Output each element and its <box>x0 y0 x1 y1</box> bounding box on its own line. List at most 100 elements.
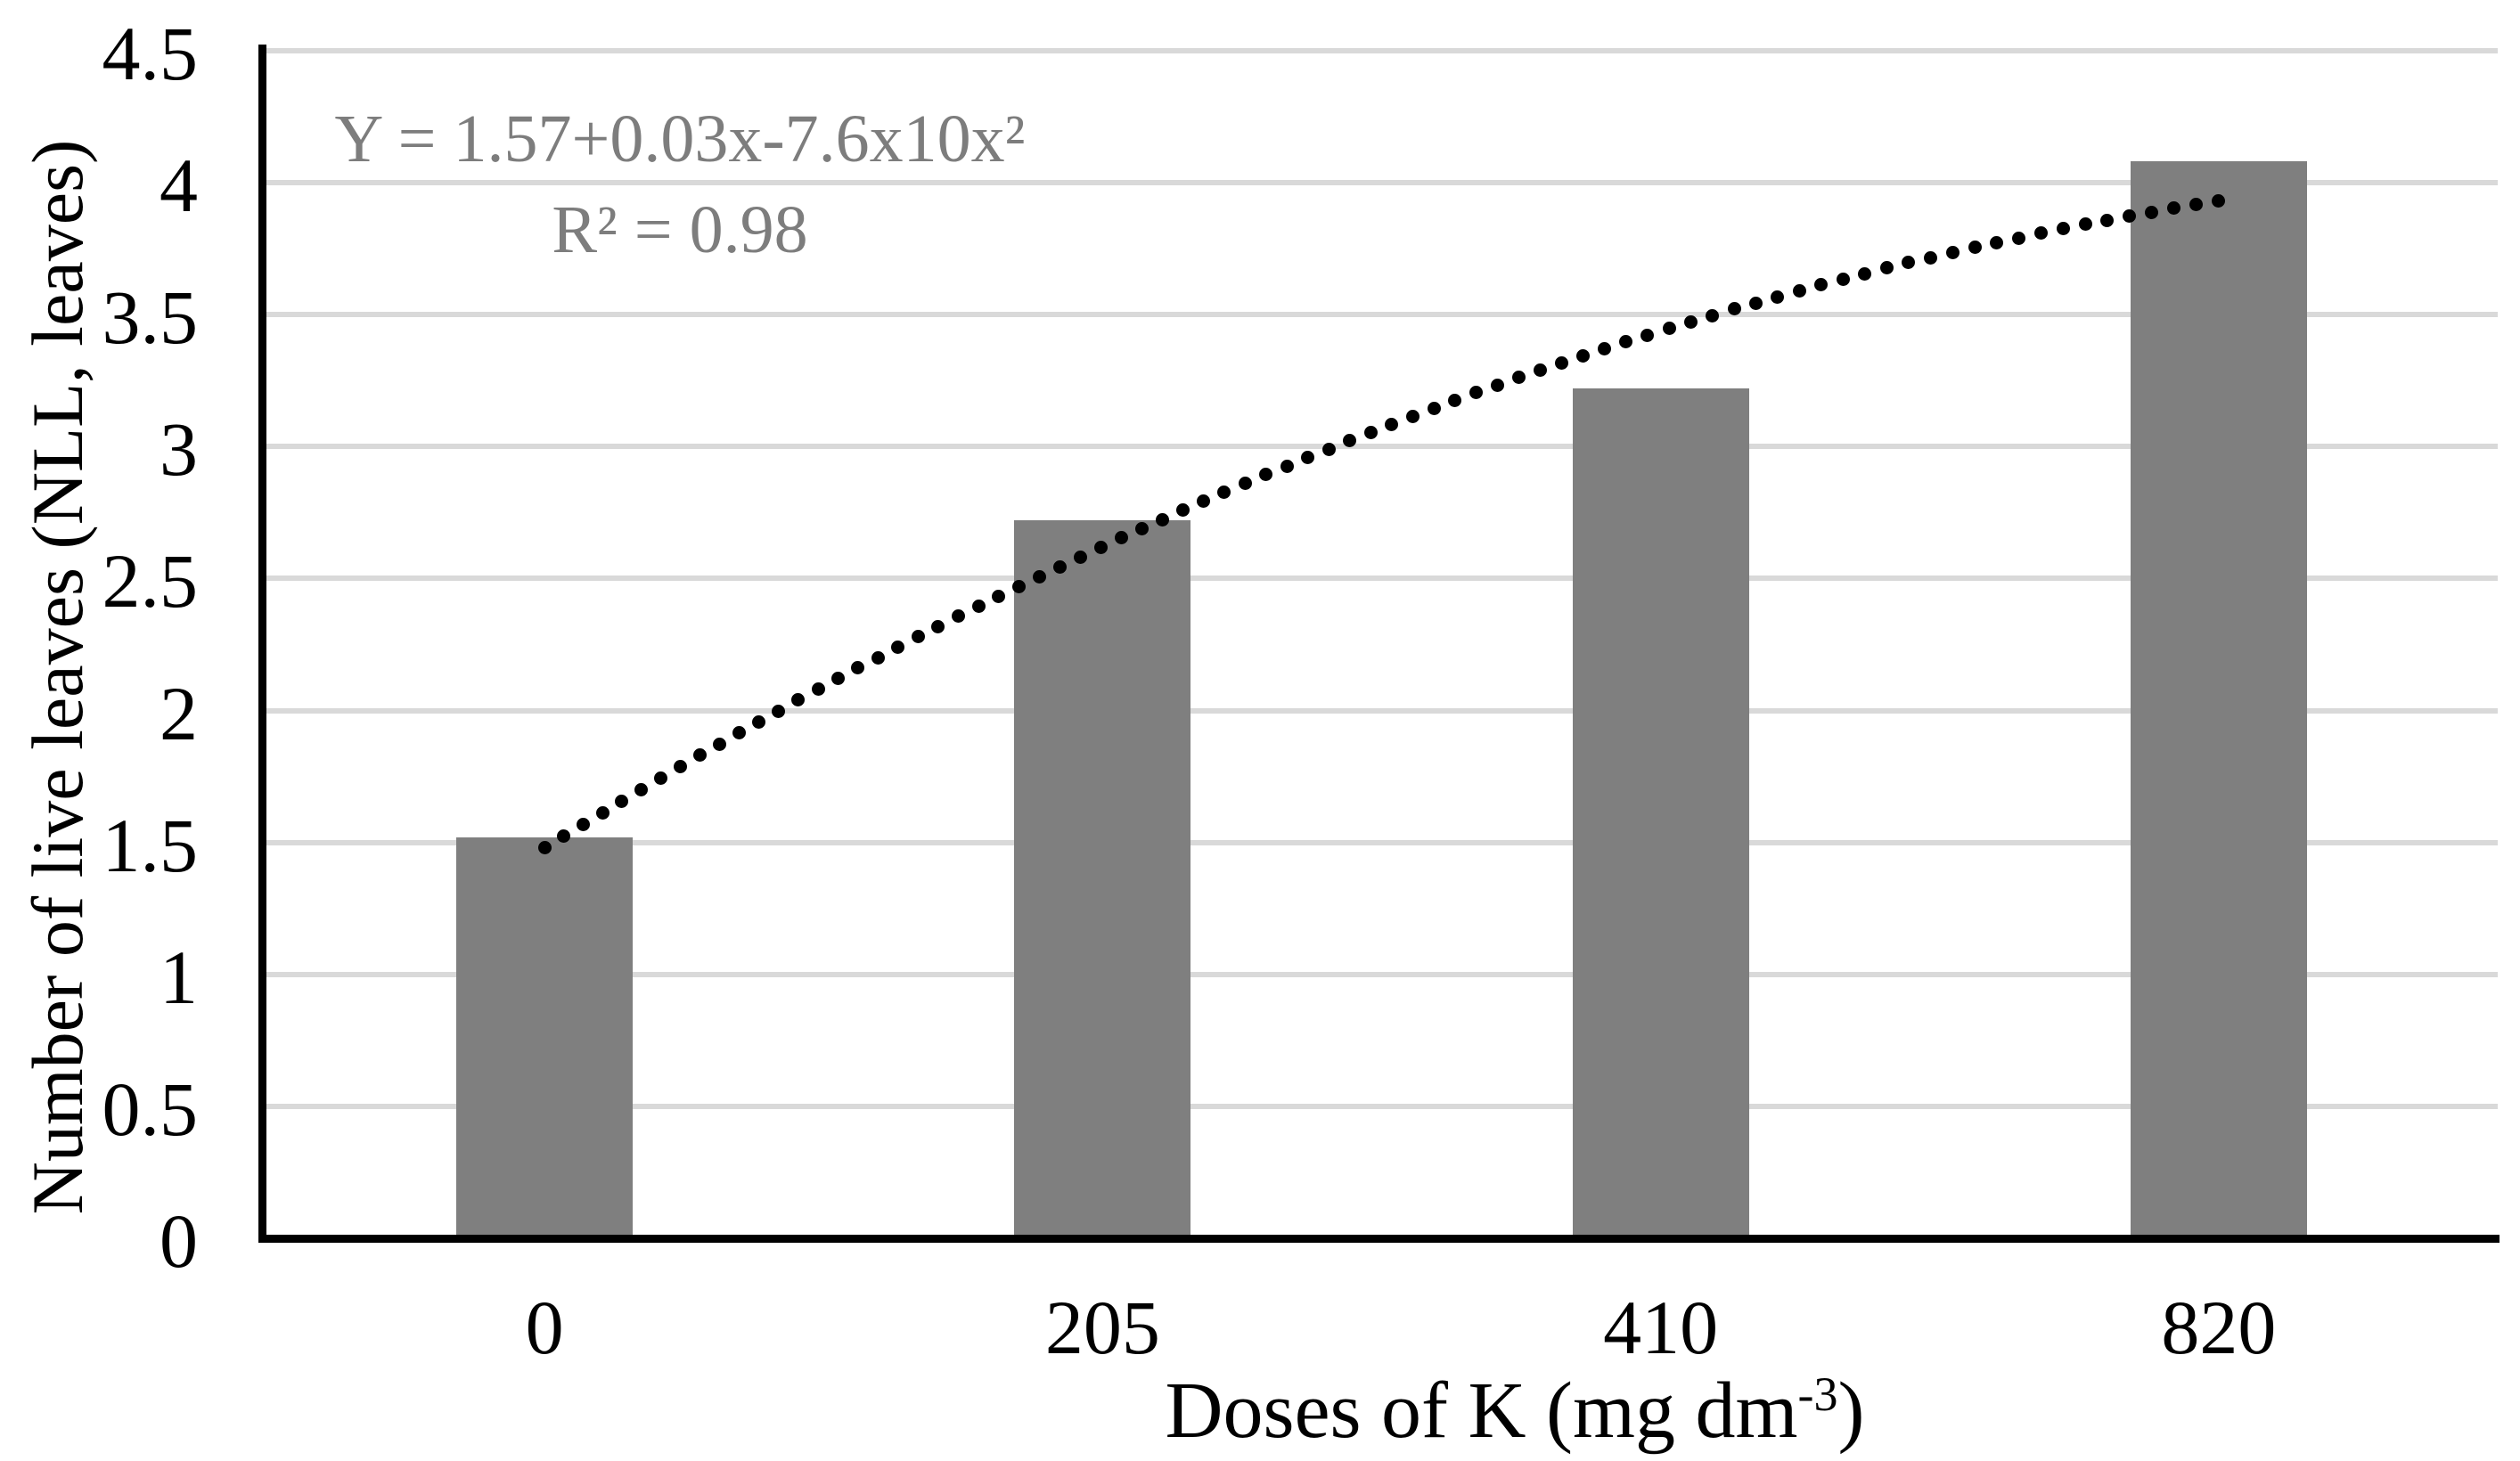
trend-dot <box>634 782 649 796</box>
trend-dot <box>1640 328 1655 342</box>
trend-dot <box>2167 201 2181 216</box>
x-tick-label: 820 <box>2161 1285 2277 1370</box>
bar <box>2130 161 2307 1235</box>
trend-dot <box>1197 494 1211 509</box>
trend-dot <box>1748 296 1763 310</box>
trend-dot <box>2033 226 2048 241</box>
trend-dot <box>1155 512 1169 526</box>
trend-dot <box>971 599 986 613</box>
trend-dot <box>692 748 707 763</box>
trend-dot <box>537 841 552 855</box>
trend-dot <box>2145 205 2159 219</box>
trend-dot <box>1814 278 1829 292</box>
trend-dot <box>871 650 885 665</box>
x-axis-title-close-paren: ) <box>1837 1367 1865 1455</box>
trend-dot <box>1836 272 1850 286</box>
trend-dot <box>2012 231 2026 245</box>
trend-dot <box>2056 222 2070 236</box>
x-tick-label: 0 <box>525 1285 564 1370</box>
trend-dot <box>1534 363 1548 378</box>
trend-dot <box>2212 194 2226 208</box>
trend-dot <box>1217 486 1231 500</box>
x-axis-line <box>258 1235 2500 1243</box>
x-axis-title-text: Doses of K (mg dm <box>1165 1367 1798 1455</box>
trend-dot <box>1555 356 1569 371</box>
trend-dot <box>1619 335 1633 349</box>
y-tick-label: 2.5 <box>102 538 199 624</box>
trend-dot <box>1968 241 1982 255</box>
gridline <box>266 1103 2498 1109</box>
trend-dot <box>1405 409 1420 423</box>
y-tick-label: 0.5 <box>102 1065 199 1152</box>
gridline <box>266 180 2498 186</box>
gridline <box>266 971 2498 977</box>
trend-dot <box>1259 468 1273 482</box>
gridline <box>266 444 2498 450</box>
trend-dot <box>911 630 925 644</box>
trend-dot <box>615 794 629 808</box>
trend-dot <box>811 682 825 697</box>
trend-dot <box>2189 198 2204 212</box>
bar <box>1014 520 1191 1235</box>
trend-dot <box>1301 450 1315 464</box>
trend-dot <box>1990 235 2004 249</box>
trend-dot <box>1858 266 1872 281</box>
trend-dot <box>951 609 965 624</box>
trend-dot <box>595 805 610 820</box>
y-axis-line <box>258 45 266 1243</box>
trend-dot <box>1073 550 1087 564</box>
trend-dot <box>1427 401 1441 415</box>
trend-dot <box>1924 250 1938 265</box>
r-squared-label: R² = 0.98 <box>552 192 808 267</box>
trend-dot <box>1176 503 1190 518</box>
trend-dot <box>1469 386 1484 400</box>
x-axis-title: Doses of K (mg dm-3) <box>802 1367 2228 1455</box>
gridline <box>266 48 2498 53</box>
trend-dot <box>1902 256 1916 270</box>
trend-dot <box>557 828 571 843</box>
trend-dot <box>1879 261 1894 275</box>
trend-dot <box>2123 209 2137 224</box>
trendline-equation: Y = 1.57+0.03x-7.6x10x² <box>334 102 1026 176</box>
trend-dot <box>2078 217 2092 232</box>
trend-dot <box>1598 342 1612 356</box>
bar <box>1572 388 1749 1235</box>
trend-dot <box>851 661 865 675</box>
trend-dot <box>1093 541 1108 555</box>
trend-dot <box>576 817 590 831</box>
trend-dot <box>1576 349 1591 363</box>
trend-dot <box>2100 213 2115 227</box>
y-tick-label: 1 <box>160 934 198 1020</box>
trend-dot <box>1032 569 1046 584</box>
y-tick-label: 4.5 <box>102 11 199 96</box>
trend-dot <box>1512 371 1526 385</box>
trend-dot <box>1727 302 1741 316</box>
trend-dot <box>1280 459 1294 473</box>
trend-dot <box>1706 308 1720 322</box>
trend-dot <box>1238 477 1252 491</box>
trend-dot <box>891 640 905 654</box>
trend-dot <box>1343 434 1357 448</box>
trend-dot <box>1771 290 1785 304</box>
trend-dot <box>1385 417 1399 431</box>
trend-dot <box>1945 245 1960 259</box>
trend-dot <box>1012 579 1027 593</box>
trend-dot <box>1114 531 1128 545</box>
y-tick-label: 3.5 <box>102 274 199 361</box>
y-tick-label: 3 <box>160 406 198 493</box>
bar <box>456 837 634 1235</box>
trend-dot <box>931 619 945 633</box>
trend-dot <box>653 771 667 785</box>
trend-dot <box>1448 394 1462 408</box>
trend-dot <box>1363 425 1378 439</box>
y-tick-label: 1.5 <box>102 802 199 888</box>
gridline <box>266 839 2498 845</box>
y-tick-label: 4 <box>160 143 198 229</box>
gridline <box>266 707 2498 714</box>
trend-dot <box>673 760 687 774</box>
trend-dot <box>1683 314 1698 329</box>
trend-dot <box>772 704 786 718</box>
gridline <box>266 312 2498 318</box>
x-tick-label: 205 <box>1044 1285 1160 1370</box>
